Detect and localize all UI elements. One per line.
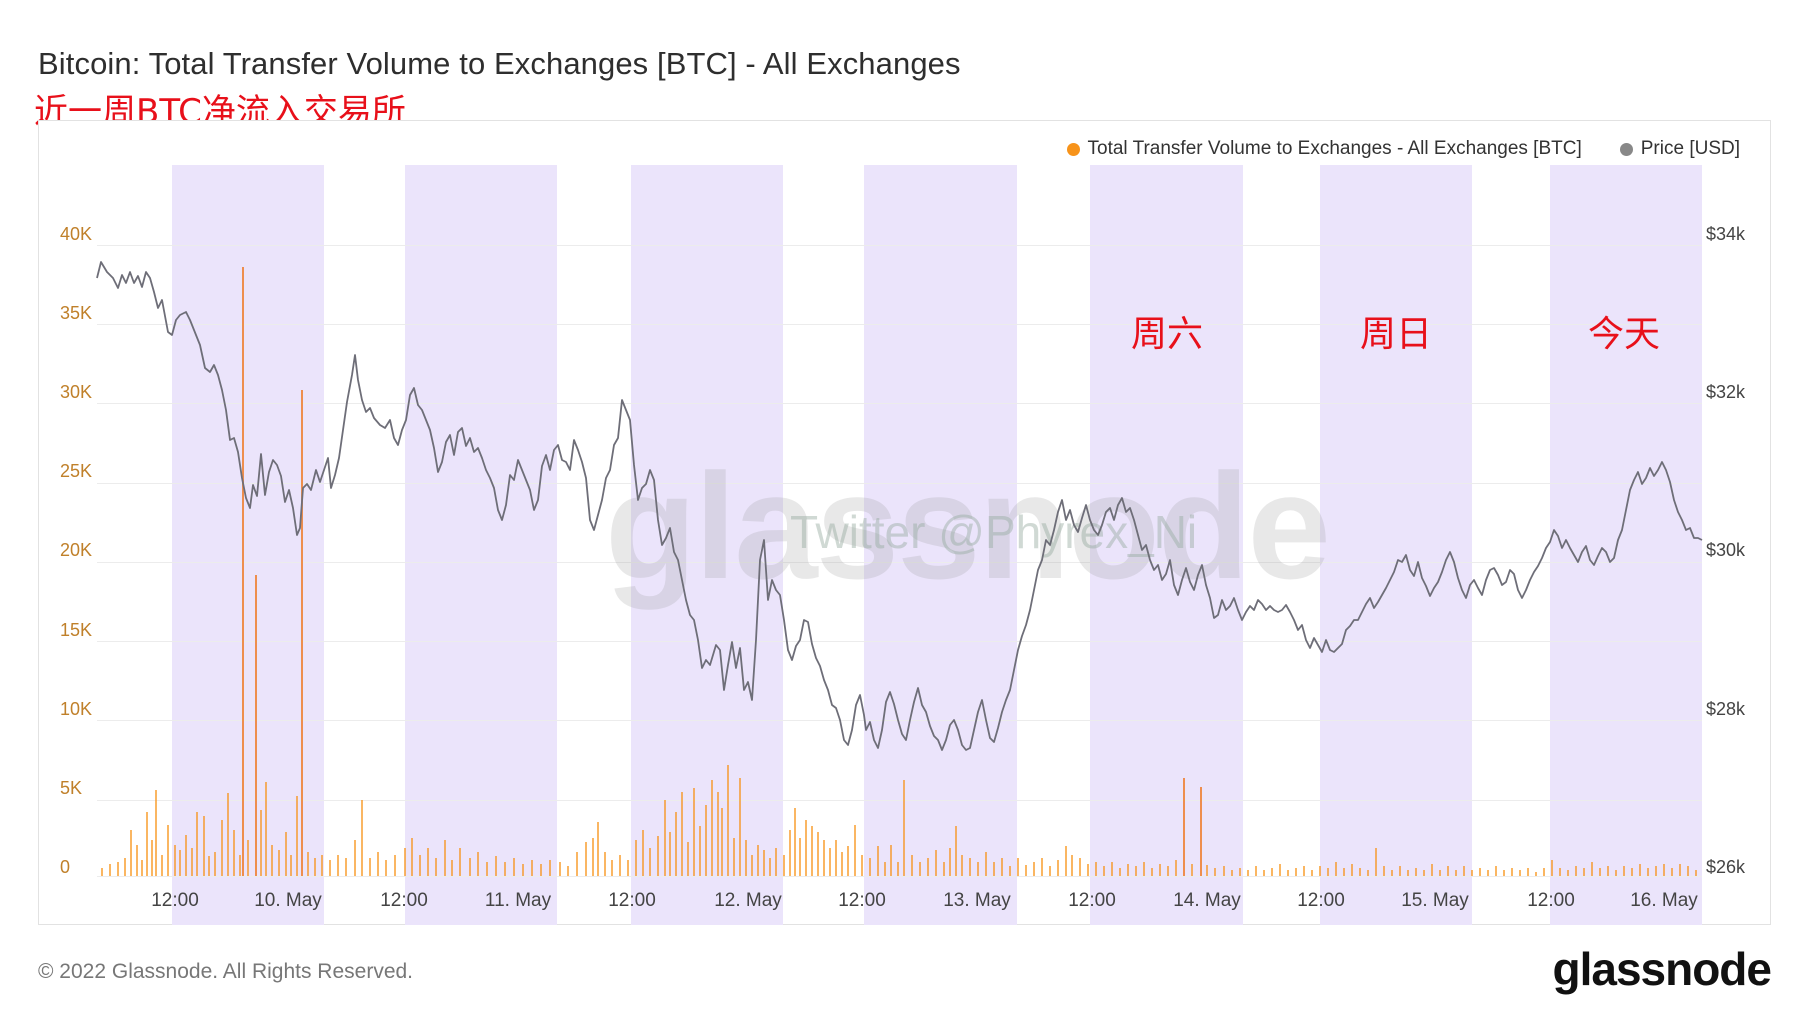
annotation-saturday: 周六 [1130, 314, 1204, 355]
x-tick: 14. May [1173, 890, 1241, 911]
left-tick: 30K [60, 382, 93, 402]
x-tick: 12:00 [1068, 890, 1116, 911]
x-tick: 10. May [254, 890, 322, 911]
band-5 [1090, 165, 1243, 925]
price-line [96, 261, 1703, 751]
glassnode-logo: glassnode [1552, 943, 1772, 995]
band-1 [172, 165, 324, 925]
gridline [97, 641, 1702, 642]
legend-label: Total Transfer Volume to Exchanges - All… [1087, 138, 1582, 159]
left-tick: 40K [60, 224, 93, 244]
band-2 [405, 165, 557, 925]
legend-item-price[interactable]: Price [USD] [1619, 138, 1740, 160]
legend-label: Price [USD] [1640, 138, 1740, 159]
orange-dot-icon [1066, 142, 1080, 156]
x-tick: 12:00 [1527, 890, 1575, 911]
x-tick: 13. May [943, 890, 1011, 911]
band-6 [1320, 165, 1472, 925]
chart-legend: Total Transfer Volume to Exchanges - All… [1066, 138, 1740, 160]
gridline [97, 876, 1702, 877]
copyright-text: © 2022 Glassnode. All Rights Reserved. [38, 960, 414, 983]
gridline [97, 483, 1702, 484]
chart-title: Bitcoin: Total Transfer Volume to Exchan… [38, 46, 961, 81]
annotation-sunday: 周日 [1359, 314, 1433, 355]
x-tick: 12:00 [838, 890, 886, 911]
gridline [97, 562, 1702, 563]
x-tick: 12:00 [380, 890, 428, 911]
x-tick: 12:00 [1297, 890, 1345, 911]
gridline [97, 720, 1702, 721]
gridline [97, 245, 1702, 246]
twitter-watermark: Twitter @Phyrex_Ni [790, 506, 1198, 558]
x-tick: 15. May [1401, 890, 1469, 911]
right-tick: $32k [1706, 382, 1746, 402]
glassnode-watermark: glassnode [605, 442, 1331, 610]
gridline [97, 800, 1702, 801]
band-7 [1550, 165, 1702, 925]
band-4 [864, 165, 1017, 925]
x-tick: 12:00 [151, 890, 199, 911]
left-tick: 10K [60, 699, 93, 719]
left-tick: 25K [60, 461, 93, 481]
gray-dot-icon [1619, 142, 1633, 156]
left-tick: 5K [60, 778, 83, 798]
left-tick: 15K [60, 620, 93, 640]
gridline [97, 403, 1702, 404]
left-tick: 0 [60, 857, 71, 877]
legend-item-volume[interactable]: Total Transfer Volume to Exchanges - All… [1066, 138, 1582, 160]
gridline [97, 324, 1702, 325]
left-tick: 35K [60, 303, 93, 323]
right-tick: $28k [1706, 699, 1746, 719]
band-3 [631, 165, 783, 925]
right-tick: $26k [1706, 857, 1746, 877]
x-tick: 12. May [714, 890, 782, 911]
x-tick: 16. May [1630, 890, 1698, 911]
right-tick: $30k [1706, 540, 1746, 560]
left-tick: 20K [60, 540, 93, 560]
annotation-today: 今天 [1587, 314, 1661, 355]
right-tick: $34k [1706, 224, 1746, 244]
volume-bars [101, 267, 1697, 876]
x-tick: 12:00 [608, 890, 656, 911]
x-tick: 11. May [484, 890, 552, 911]
